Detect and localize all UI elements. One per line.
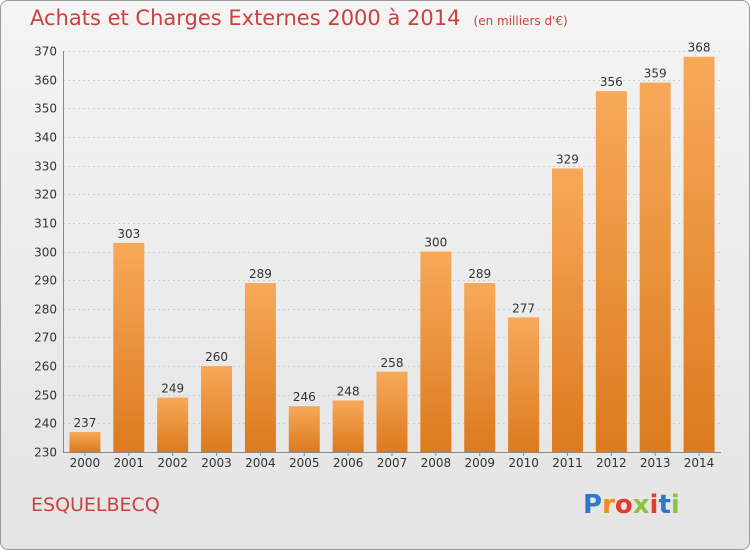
- y-tick-label: 250: [34, 389, 57, 403]
- bar-2002: [157, 397, 189, 452]
- bar-2005: [288, 406, 320, 452]
- data-label: 329: [556, 152, 579, 166]
- bar-2001: [113, 242, 145, 452]
- y-tick-label: 350: [34, 102, 57, 116]
- data-label: 260: [205, 350, 228, 364]
- x-tick-label: 2010: [508, 456, 539, 470]
- bar-2013: [639, 82, 671, 452]
- commune-name: ESQUELBECQ: [31, 494, 160, 516]
- bar-2003: [201, 366, 233, 452]
- data-label: 359: [644, 67, 667, 81]
- bar-2006: [332, 400, 364, 452]
- chart-unit: (en milliers d'€): [473, 14, 568, 28]
- x-tick-label: 2003: [201, 456, 232, 470]
- data-label: 303: [117, 227, 140, 241]
- bar-2009: [464, 283, 496, 452]
- x-tick-label: 2006: [333, 456, 364, 470]
- x-tick-label: 2009: [464, 456, 495, 470]
- bar-2008: [420, 251, 452, 452]
- x-tick-label: 2014: [684, 456, 715, 470]
- y-tick-label: 270: [34, 331, 57, 345]
- y-tick-label: 230: [34, 446, 57, 460]
- bar-2000: [69, 431, 101, 452]
- label-layer: 237 303 249 260 289 246 248 258 300 289 277 329 356 3…: [73, 41, 710, 430]
- x-tick-label: 2000: [70, 456, 101, 470]
- data-label: 249: [161, 382, 184, 396]
- data-label: 356: [600, 75, 623, 89]
- x-tick-label: 2004: [245, 456, 276, 470]
- x-tick-label: 2001: [114, 456, 145, 470]
- data-label: 368: [688, 41, 711, 55]
- x-tick-label: 2012: [596, 456, 627, 470]
- data-label: 237: [73, 416, 96, 430]
- bar-2011: [551, 168, 583, 452]
- bar-2010: [508, 317, 540, 452]
- data-label: 300: [424, 236, 447, 250]
- bar-2007: [376, 371, 408, 452]
- y-tick-label: 340: [34, 131, 57, 145]
- bar-2004: [244, 283, 276, 452]
- y-tick-label: 370: [34, 45, 57, 59]
- y-tick-label: 240: [34, 417, 57, 431]
- data-label: 246: [293, 390, 316, 404]
- y-tick-label: 310: [34, 217, 57, 231]
- y-tick-label: 360: [34, 74, 57, 88]
- x-tick-label: 2013: [640, 456, 671, 470]
- y-tick-label: 280: [34, 303, 57, 317]
- y-tick-label: 320: [34, 188, 57, 202]
- bar-layer: [69, 56, 715, 452]
- data-label: 289: [468, 267, 491, 281]
- bar-2014: [683, 56, 715, 452]
- data-label: 289: [249, 267, 272, 281]
- data-label: 277: [512, 301, 535, 315]
- y-tick-label: 260: [34, 360, 57, 374]
- data-label: 248: [337, 384, 360, 398]
- data-label: 258: [381, 356, 404, 370]
- title-row: Achats et Charges Externes 2000 à 2014 (…: [30, 6, 568, 30]
- x-tick-label: 2008: [421, 456, 452, 470]
- y-tick-label: 290: [34, 274, 57, 288]
- x-tick-label: 2005: [289, 456, 320, 470]
- chart-title: Achats et Charges Externes 2000 à 2014: [30, 6, 461, 30]
- x-tick-label: 2011: [552, 456, 583, 470]
- y-tick-label: 330: [34, 160, 57, 174]
- proxiti-logo[interactable]: Proxiti: [583, 490, 680, 520]
- axis-layer: 230 240 250 260 270 280 290 300 310 320 330 340 350 3…: [34, 45, 721, 470]
- y-tick-label: 300: [34, 246, 57, 260]
- bar-2012: [595, 91, 627, 452]
- x-tick-label: 2007: [377, 456, 408, 470]
- x-tick-label: 2002: [157, 456, 188, 470]
